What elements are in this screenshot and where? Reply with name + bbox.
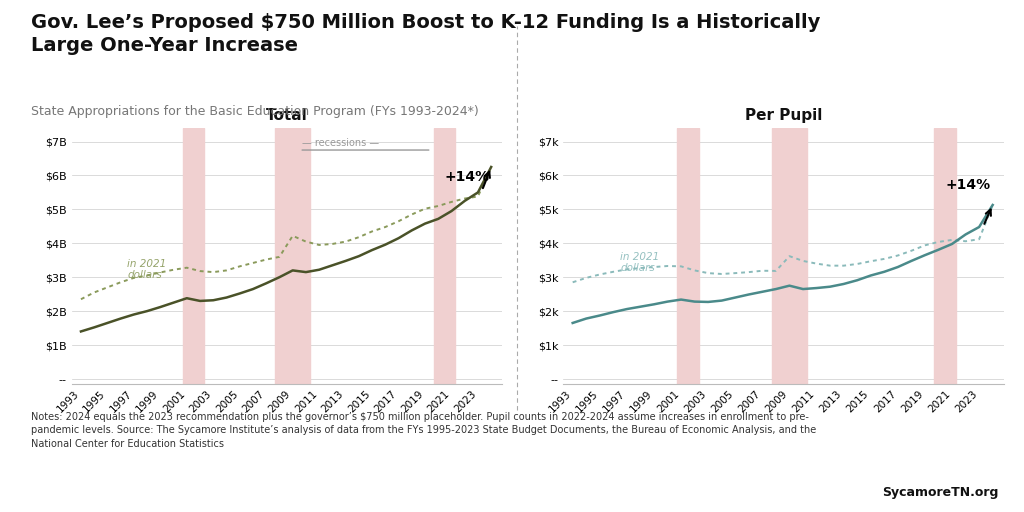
Bar [183, 128, 204, 384]
Text: in 2021
dollars: in 2021 dollars [127, 259, 167, 280]
Text: Notes: 2024 equals the 2023 recommendation plus the governor’s $750 million plac: Notes: 2024 equals the 2023 recommendati… [31, 412, 816, 449]
Bar [935, 128, 956, 384]
Bar [677, 128, 698, 384]
Bar [434, 128, 456, 384]
Text: — recessions —: — recessions — [302, 138, 379, 148]
Title: Per Pupil: Per Pupil [744, 108, 822, 123]
Title: Total: Total [266, 108, 307, 123]
Text: SycamoreTN.org: SycamoreTN.org [882, 486, 998, 499]
Bar [772, 128, 807, 384]
Text: State Appropriations for the Basic Education Program (FYs 1993-2024*): State Appropriations for the Basic Educa… [31, 105, 478, 118]
Text: +14%: +14% [444, 169, 489, 184]
Bar [275, 128, 310, 384]
Text: in 2021
dollars: in 2021 dollars [621, 252, 659, 273]
Text: +14%: +14% [945, 178, 990, 192]
Text: Gov. Lee’s Proposed $750 Million Boost to K-12 Funding Is a Historically
Large O: Gov. Lee’s Proposed $750 Million Boost t… [31, 13, 820, 55]
